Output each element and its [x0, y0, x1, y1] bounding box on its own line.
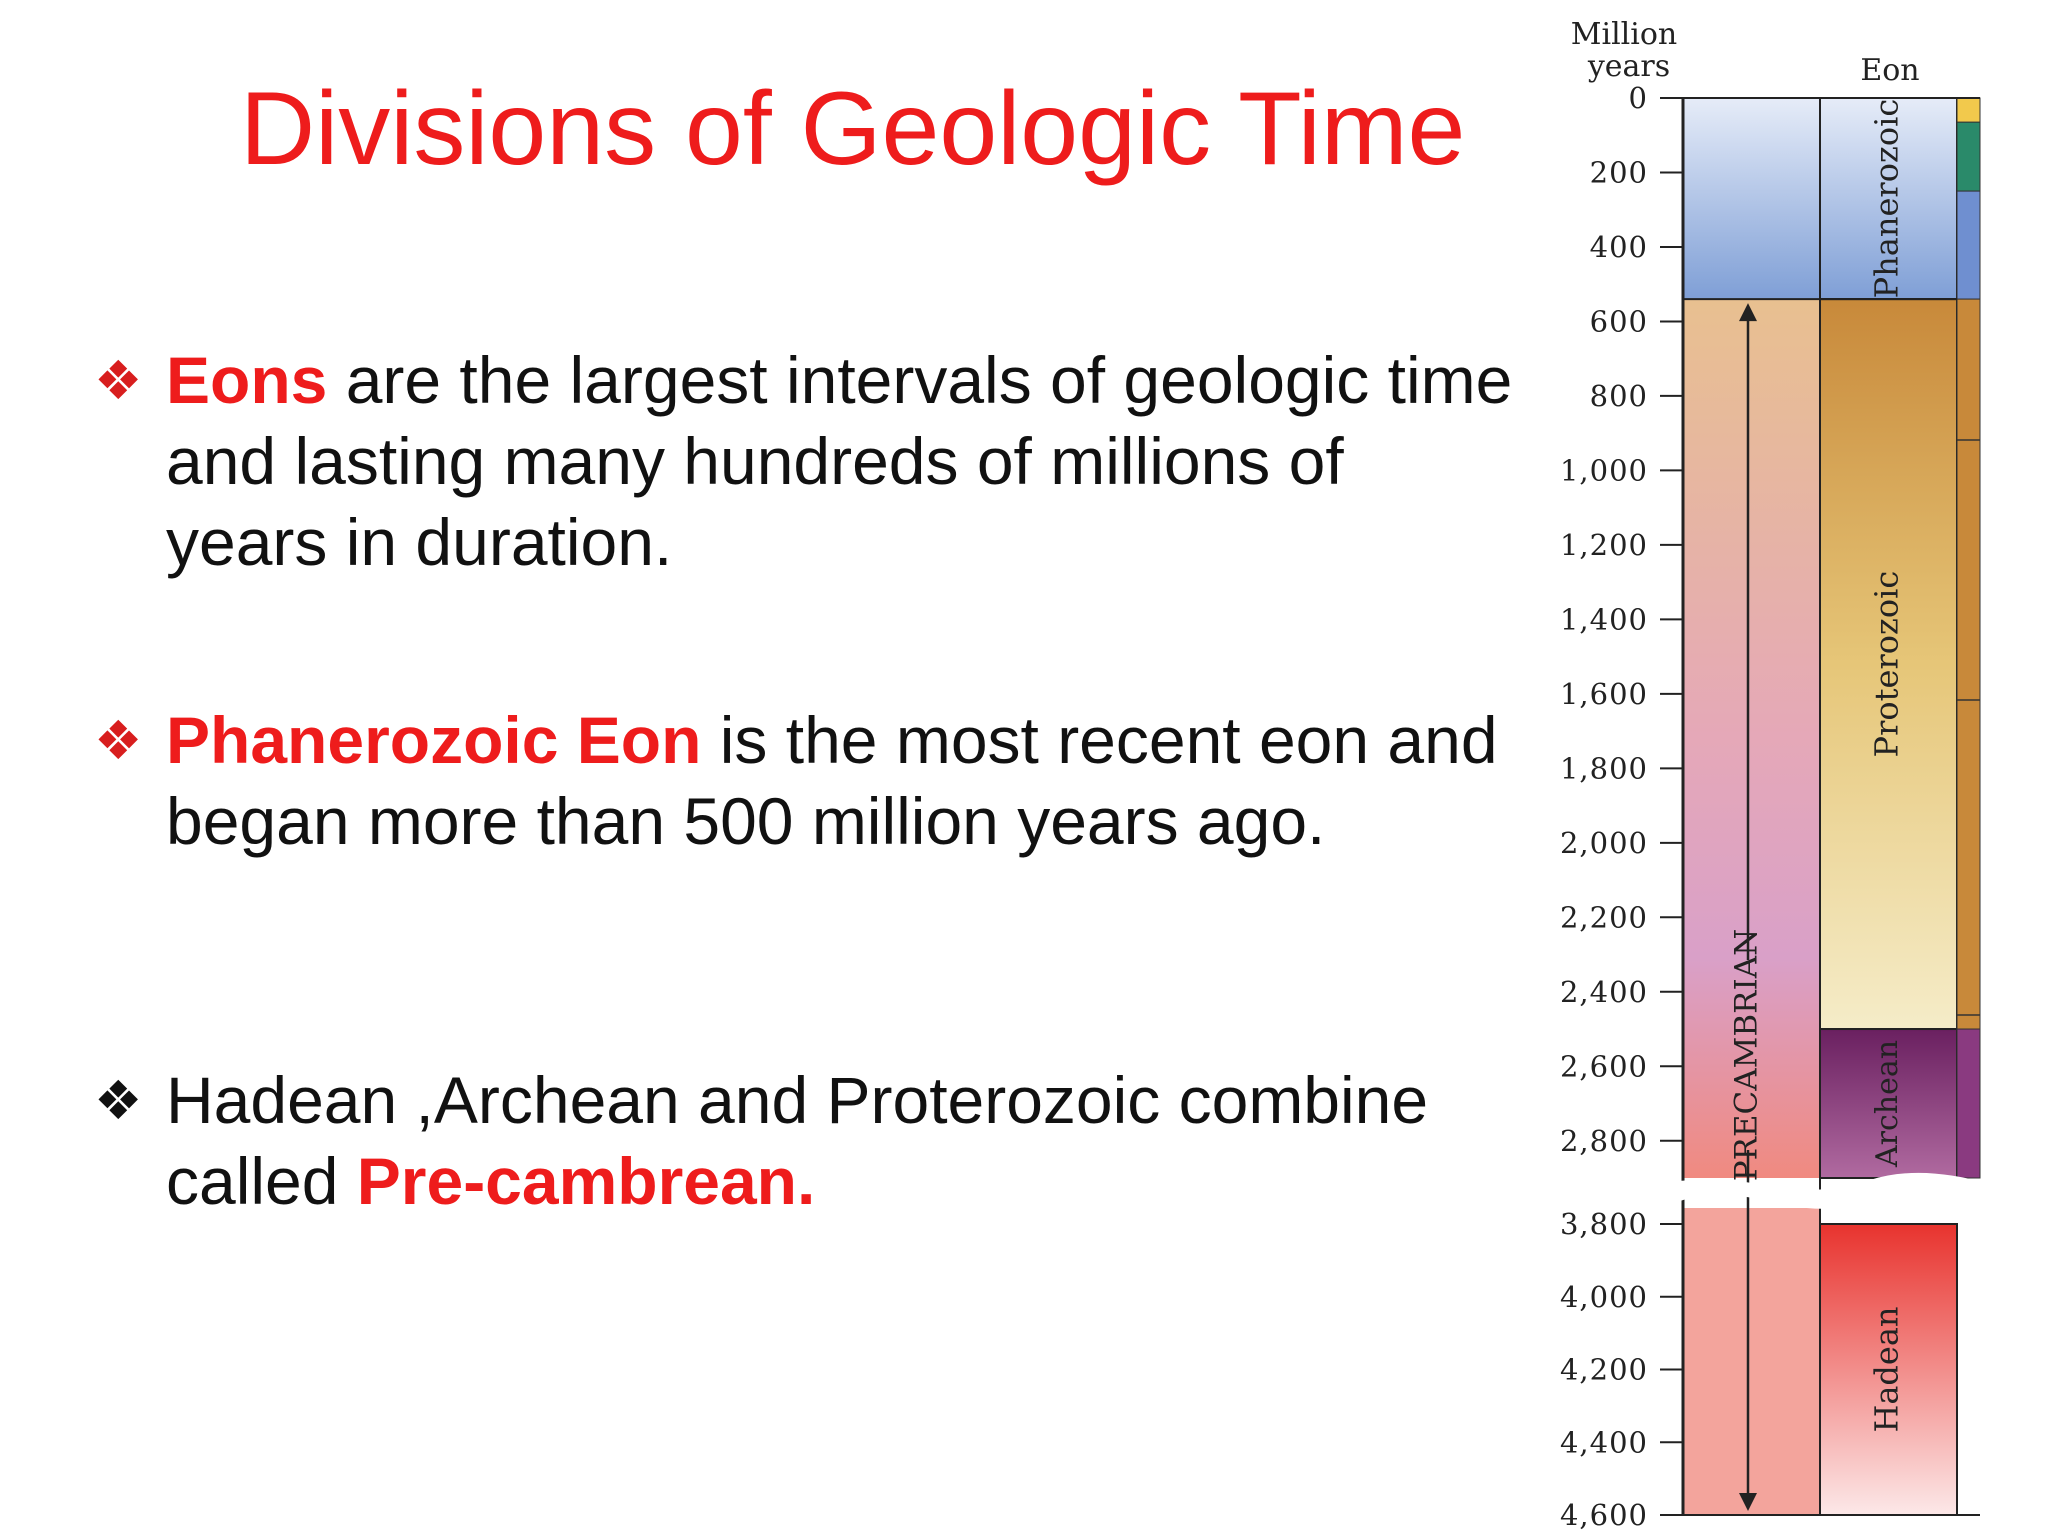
tick-label: 800: [1590, 379, 1648, 413]
diamond-bullet-icon: ❖: [94, 709, 143, 772]
bullet-keyword: Eons: [166, 343, 328, 417]
eon-block-hadean: [1819, 1223, 1958, 1516]
period-strip-segment: [1956, 190, 1981, 300]
tick-label: 1,800: [1560, 751, 1648, 785]
tick-label: 2,400: [1560, 975, 1648, 1009]
eon-label-archean: Archean: [1870, 1040, 1905, 1168]
arrow-head-down: [1739, 1493, 1757, 1511]
precambrian-fill-lower: [1683, 1208, 1820, 1515]
period-strip-segment: [1956, 97, 1981, 123]
period-strip-segment: [1956, 121, 1981, 192]
bullet-text: Hadean ,Archean and Proterozoic combine …: [166, 1060, 1516, 1222]
eon-block-phanerozoic: [1819, 97, 1958, 301]
supereon-label: PRECAMBRIAN: [1729, 929, 1765, 1182]
tick-label: 2,600: [1560, 1049, 1648, 1083]
slide-title: Divisions of Geologic Time: [240, 71, 1466, 187]
eon-label-phanerozoic: Phanerozoic: [1868, 99, 1906, 299]
tick-label: 2,000: [1560, 826, 1648, 860]
bullet-body: is the most recent eon and began more th…: [166, 703, 1498, 858]
diamond-bullet-icon: ❖: [94, 1069, 143, 1132]
axis-label-line2: years: [1587, 49, 1670, 84]
tick-label: 1,200: [1560, 528, 1648, 562]
bullet-body: Hadean ,Archean and Proterozoic combine …: [166, 1063, 1429, 1218]
tick-label: 4,200: [1560, 1353, 1648, 1387]
tick-label: 4,600: [1560, 1498, 1648, 1532]
tick-label: 0: [1629, 81, 1648, 115]
period-strip-segment: [1956, 298, 1981, 1030]
tick-label: 1,000: [1560, 453, 1648, 487]
bullet-keyword: Pre-cambrean.: [356, 1144, 816, 1218]
tick-label: 200: [1590, 155, 1648, 189]
bullet-text: Eons are the largest intervals of geolog…: [166, 340, 1516, 583]
tick-label: 1,400: [1560, 602, 1648, 636]
precambrian-fill-upper: [1683, 299, 1820, 1178]
tick-label: 3,800: [1560, 1207, 1648, 1241]
phanerozoic-left-fill: [1683, 98, 1820, 300]
eon-block-proterozoic: [1819, 298, 1958, 1031]
eon-label-hadean: Hadean: [1868, 1306, 1906, 1432]
bullet-keyword: Phanerozoic Eon: [166, 703, 702, 777]
bullet-body: are the largest intervals of geologic ti…: [166, 343, 1513, 579]
arrow-head-up: [1739, 303, 1757, 322]
axis-break: [1668, 1172, 1990, 1209]
tick-label: 2,800: [1560, 1124, 1648, 1158]
tick-label: 400: [1590, 230, 1648, 264]
eon-block-archean: [1819, 1028, 1958, 1179]
tick-label: 4,400: [1560, 1425, 1648, 1459]
column-header: Eon: [1860, 53, 1919, 88]
bullet-text: Phanerozoic Eon is the most recent eon a…: [166, 700, 1516, 862]
axis-label-line1: Million: [1571, 17, 1677, 52]
tick-label: 600: [1590, 304, 1648, 338]
period-strip-segment: [1956, 1028, 1981, 1179]
tick-label: 1,600: [1560, 677, 1648, 711]
tick-label: 2,200: [1560, 900, 1648, 934]
tick-label: 4,000: [1560, 1280, 1648, 1314]
diamond-bullet-icon: ❖: [94, 349, 143, 412]
eon-label-proterozoic: Proterozoic: [1868, 571, 1906, 758]
